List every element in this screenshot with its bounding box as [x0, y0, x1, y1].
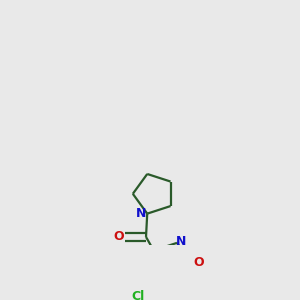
Text: O: O [113, 230, 124, 243]
Text: N: N [136, 207, 146, 220]
Text: N: N [176, 235, 187, 248]
Text: O: O [193, 256, 204, 269]
Text: Cl: Cl [132, 290, 145, 300]
